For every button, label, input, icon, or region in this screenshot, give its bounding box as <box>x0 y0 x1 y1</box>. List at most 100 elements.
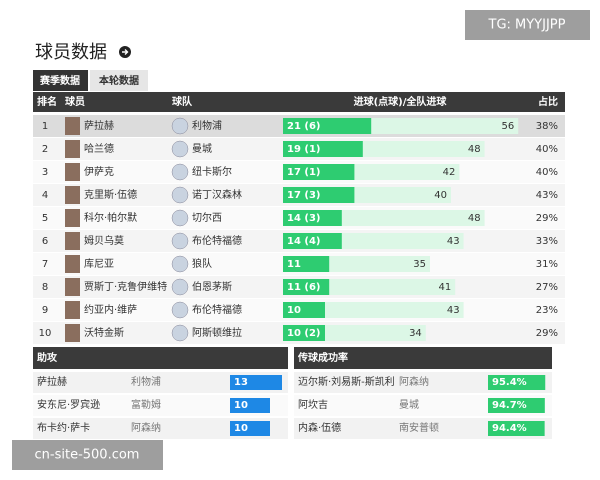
team-goals: 41 <box>438 282 451 293</box>
assists: 10 <box>234 400 248 411</box>
team-badge <box>171 232 189 250</box>
share: 31% <box>536 259 558 270</box>
player: 约亚内·维萨 <box>84 303 137 316</box>
row-bg <box>33 418 288 439</box>
row-bg <box>294 372 552 393</box>
rank: 4 <box>42 190 48 201</box>
goals-label: 14 (3) <box>287 213 321 224</box>
player: 沃特金斯 <box>84 326 124 339</box>
watermark: TG: MYYJJPP <box>488 18 566 33</box>
team-goals-bar <box>283 302 464 318</box>
player: 萨拉赫 <box>84 119 114 132</box>
goals-bar <box>283 256 330 272</box>
player: 安东尼·罗宾逊 <box>37 398 100 411</box>
player: 科尔·帕尔默 <box>84 211 137 224</box>
rank: 1 <box>42 121 48 132</box>
rank: 5 <box>42 213 48 224</box>
pass-pct: 94.7% <box>492 400 527 411</box>
watermark-box <box>465 10 590 40</box>
title: 球员数据 <box>35 42 107 63</box>
team-badge <box>171 301 189 319</box>
table-header <box>33 92 565 112</box>
share: 29% <box>536 328 558 339</box>
pass-bar <box>488 375 546 390</box>
goals-bar <box>283 141 363 157</box>
panel-title: 助攻 <box>37 351 58 364</box>
share: 40% <box>536 144 558 155</box>
player: 贾斯丁·克鲁伊维特 <box>84 280 167 293</box>
header: 球队 <box>172 95 193 108</box>
goals-label: 17 (1) <box>287 167 321 178</box>
team: 诺丁汉森林 <box>192 188 242 201</box>
team-badge <box>171 255 189 273</box>
tab-label: 赛季数据 <box>39 74 80 87</box>
assist-bar <box>230 375 282 390</box>
rank: 3 <box>42 167 48 178</box>
team-goals: 42 <box>443 167 456 178</box>
team-goals: 43 <box>447 305 460 316</box>
team-goals: 40 <box>434 190 447 201</box>
goals-label: 21 (6) <box>287 121 321 132</box>
goals-bar <box>283 233 342 249</box>
tab[interactable] <box>90 70 148 91</box>
assist-bar <box>230 398 270 413</box>
row-bg <box>294 418 552 439</box>
panel-header <box>33 347 288 369</box>
arrow-glyph <box>122 49 129 55</box>
player: 迈尔斯·刘易斯-斯凯利 <box>298 375 395 388</box>
header: 排名 <box>37 95 57 108</box>
team: 曼城 <box>399 399 419 411</box>
avatar <box>65 278 80 296</box>
team-badge <box>171 186 189 204</box>
player: 姆贝乌莫 <box>84 234 124 247</box>
team: 南安普顿 <box>399 421 439 434</box>
goals-label: 10 (2) <box>287 328 321 339</box>
avatar <box>65 324 80 342</box>
goals-bar <box>283 118 372 134</box>
rank: 7 <box>42 259 48 270</box>
rank: 6 <box>42 236 48 247</box>
row-bg <box>33 395 288 416</box>
team: 狼队 <box>192 257 212 270</box>
goals-bar <box>283 164 355 180</box>
header: 进球(点球)/全队进球 <box>354 95 448 108</box>
goals-label: 19 (1) <box>287 144 321 155</box>
share: 40% <box>536 167 558 178</box>
rank: 8 <box>42 282 48 293</box>
team: 纽卡斯尔 <box>192 165 232 178</box>
avatar <box>65 186 80 204</box>
panel-header <box>294 347 552 369</box>
goals-bar <box>283 210 342 226</box>
team: 布伦特福德 <box>192 303 242 316</box>
team: 阿森纳 <box>131 421 161 434</box>
team-goals: 56 <box>501 121 514 132</box>
team: 布伦特福德 <box>192 234 242 247</box>
team-badge <box>171 324 189 342</box>
rank: 10 <box>39 328 52 339</box>
tab-active[interactable] <box>33 70 88 91</box>
avatar <box>65 232 80 250</box>
share: 43% <box>536 190 558 201</box>
share: 38% <box>536 121 558 132</box>
watermark-box <box>12 440 163 470</box>
team: 利物浦 <box>192 119 222 132</box>
share: 23% <box>536 305 558 316</box>
assists: 13 <box>234 377 248 388</box>
team-badge <box>171 278 189 296</box>
player: 内森·伍德 <box>298 421 341 434</box>
player: 萨拉赫 <box>37 375 67 388</box>
team-goals: 48 <box>468 213 481 224</box>
row-bg <box>294 395 552 416</box>
assist-bar <box>230 421 270 436</box>
goals-bar <box>283 302 325 318</box>
team-badge <box>171 117 189 135</box>
team-badge <box>171 140 189 158</box>
team: 利物浦 <box>131 375 161 388</box>
player: 克里斯·伍德 <box>84 188 137 201</box>
team: 富勒姆 <box>131 398 161 411</box>
goals-label: 11 <box>287 259 301 270</box>
team-goals: 35 <box>413 259 426 270</box>
panel-title: 传球成功率 <box>297 351 348 364</box>
goals-label: 10 <box>287 305 301 316</box>
share: 29% <box>536 213 558 224</box>
